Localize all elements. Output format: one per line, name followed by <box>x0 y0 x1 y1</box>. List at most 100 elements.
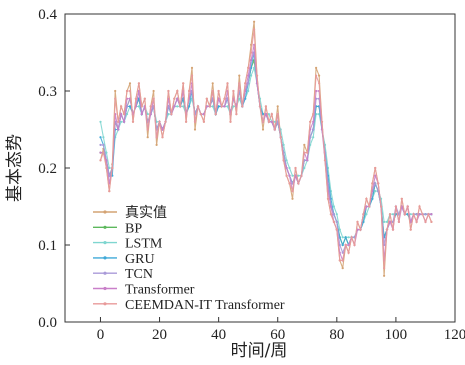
data-point <box>99 143 102 146</box>
data-point <box>347 243 350 247</box>
data-point <box>303 166 306 170</box>
data-point <box>335 228 338 231</box>
data-point <box>176 97 179 100</box>
y-axis-title: 基本态势 <box>5 134 25 202</box>
data-point <box>300 174 303 177</box>
data-point <box>261 128 265 131</box>
data-point <box>108 166 111 170</box>
legend-marker <box>103 271 107 275</box>
data-point <box>247 82 250 85</box>
data-point <box>288 166 291 170</box>
legend-label: LSTM <box>125 237 163 252</box>
data-point <box>344 243 347 247</box>
data-point <box>211 82 214 85</box>
data-point <box>418 205 421 208</box>
data-point <box>303 143 306 146</box>
data-point <box>338 228 341 231</box>
data-point <box>152 97 155 100</box>
data-point <box>226 82 229 85</box>
data-point <box>353 243 356 247</box>
data-point <box>356 220 359 223</box>
data-point <box>155 136 158 139</box>
data-point <box>291 190 294 193</box>
y-tick-label: 0.2 <box>38 161 57 177</box>
x-tick-label: 20 <box>152 327 167 343</box>
data-point <box>244 97 247 100</box>
data-point <box>217 89 220 93</box>
data-point <box>99 159 102 162</box>
legend-label: TCN <box>125 267 153 282</box>
data-point <box>261 113 265 116</box>
data-point <box>208 105 211 108</box>
data-point <box>223 105 226 108</box>
x-tick-label: 120 <box>444 327 465 343</box>
data-point <box>383 220 386 223</box>
data-point <box>214 113 217 116</box>
data-point <box>267 113 270 116</box>
data-point <box>226 105 229 108</box>
data-point <box>306 159 309 162</box>
data-point <box>114 97 117 100</box>
data-point <box>430 213 433 216</box>
data-point <box>149 105 152 108</box>
data-point <box>341 267 344 270</box>
data-point <box>424 220 427 223</box>
legend-item: CEEMDAN-IT Transformer <box>93 298 285 313</box>
data-point <box>427 213 430 216</box>
data-point <box>264 113 267 116</box>
legend-marker <box>103 302 107 306</box>
data-point <box>341 243 344 247</box>
data-point <box>309 120 312 123</box>
data-point <box>315 74 318 77</box>
data-point <box>291 174 294 177</box>
legend-label: CEEMDAN-IT Transformer <box>125 298 285 313</box>
legend-label: BP <box>125 221 142 236</box>
data-point <box>173 97 176 100</box>
data-point <box>120 105 123 108</box>
series-6 <box>99 28 433 270</box>
data-point <box>318 74 321 77</box>
data-point <box>365 197 368 200</box>
data-point <box>128 89 132 93</box>
x-tick-label: 80 <box>329 327 344 343</box>
legend-marker <box>103 225 107 229</box>
data-point <box>125 89 129 93</box>
legend-item: TCN <box>93 267 153 282</box>
data-point <box>111 166 114 170</box>
legend-item: BP <box>93 221 142 236</box>
data-point <box>400 197 403 200</box>
data-point <box>421 213 424 216</box>
data-point <box>388 213 392 216</box>
data-point <box>102 151 105 154</box>
data-point <box>182 82 185 85</box>
data-point <box>291 197 294 200</box>
data-point <box>273 128 276 131</box>
data-point <box>179 105 182 108</box>
data-point <box>403 213 406 216</box>
data-point <box>385 228 389 231</box>
data-point <box>312 128 315 131</box>
data-point <box>250 74 253 77</box>
data-point <box>232 105 235 108</box>
data-point <box>105 159 108 162</box>
data-point <box>250 51 253 54</box>
data-point <box>276 105 279 108</box>
data-point <box>105 166 108 170</box>
data-point <box>397 220 400 223</box>
data-point <box>232 89 235 93</box>
data-point <box>312 113 315 116</box>
data-point <box>250 59 253 62</box>
y-tick-label: 0.4 <box>38 7 57 23</box>
legend-marker <box>103 241 107 245</box>
data-point <box>258 105 262 108</box>
y-tick-label: 0.0 <box>38 315 57 331</box>
data-point <box>199 113 202 116</box>
data-point <box>374 174 377 177</box>
data-point <box>415 213 418 216</box>
data-point <box>108 190 111 193</box>
x-tick-label: 40 <box>211 327 226 343</box>
data-point <box>253 66 256 69</box>
data-point <box>285 166 288 170</box>
